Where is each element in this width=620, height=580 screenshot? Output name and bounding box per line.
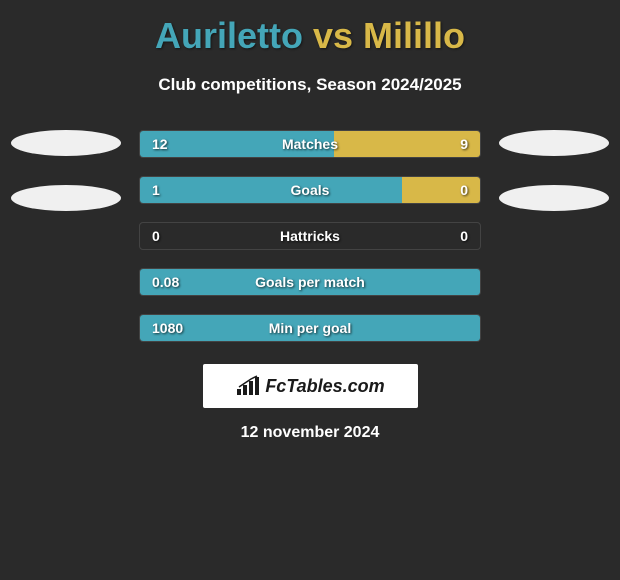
subtitle: Club competitions, Season 2024/2025 [158, 75, 461, 95]
logo-content: FcTables.com [235, 375, 384, 397]
bar-left-value: 1 [152, 182, 160, 198]
left-oval [11, 130, 121, 156]
bars-column: 12 9 Matches 1 0 Goals 0 0 Hattricks 0.08 Goals pe… [139, 130, 481, 342]
stat-bar-row: 0 0 Hattricks [139, 222, 481, 250]
bar-stat-name: Matches [282, 136, 338, 152]
right-oval [499, 130, 609, 156]
bar-stat-name: Goals [291, 182, 330, 198]
stat-bar-row: 12 9 Matches [139, 130, 481, 158]
bar-right-value: 0 [460, 182, 468, 198]
player-right-name: Milillo [363, 15, 465, 56]
logo-box: FcTables.com [203, 364, 418, 408]
stats-area: 12 9 Matches 1 0 Goals 0 0 Hattricks 0.08 Goals pe… [0, 130, 620, 342]
bar-left-value: 12 [152, 136, 168, 152]
right-oval [499, 185, 609, 211]
stat-bar-row: 1080 Min per goal [139, 314, 481, 342]
logo-text: FcTables.com [265, 376, 384, 397]
bar-left-value: 1080 [152, 320, 183, 336]
right-oval-column [499, 130, 609, 211]
left-oval-column [11, 130, 121, 211]
bar-right-value: 0 [460, 228, 468, 244]
bar-right-value: 9 [460, 136, 468, 152]
date-text: 12 november 2024 [241, 424, 380, 442]
bar-left-value: 0.08 [152, 274, 179, 290]
stat-bar-row: 0.08 Goals per match [139, 268, 481, 296]
bar-stat-name: Min per goal [269, 320, 351, 336]
page-title: Auriletto vs Milillo [155, 15, 465, 57]
chart-icon [235, 375, 261, 397]
bar-stat-name: Goals per match [255, 274, 365, 290]
comparison-infographic: Auriletto vs Milillo Club competitions, … [0, 0, 620, 452]
bar-stat-name: Hattricks [280, 228, 340, 244]
stat-bar-row: 1 0 Goals [139, 176, 481, 204]
vs-text: vs [313, 15, 353, 56]
player-left-name: Auriletto [155, 15, 303, 56]
left-oval [11, 185, 121, 211]
bar-left-value: 0 [152, 228, 160, 244]
